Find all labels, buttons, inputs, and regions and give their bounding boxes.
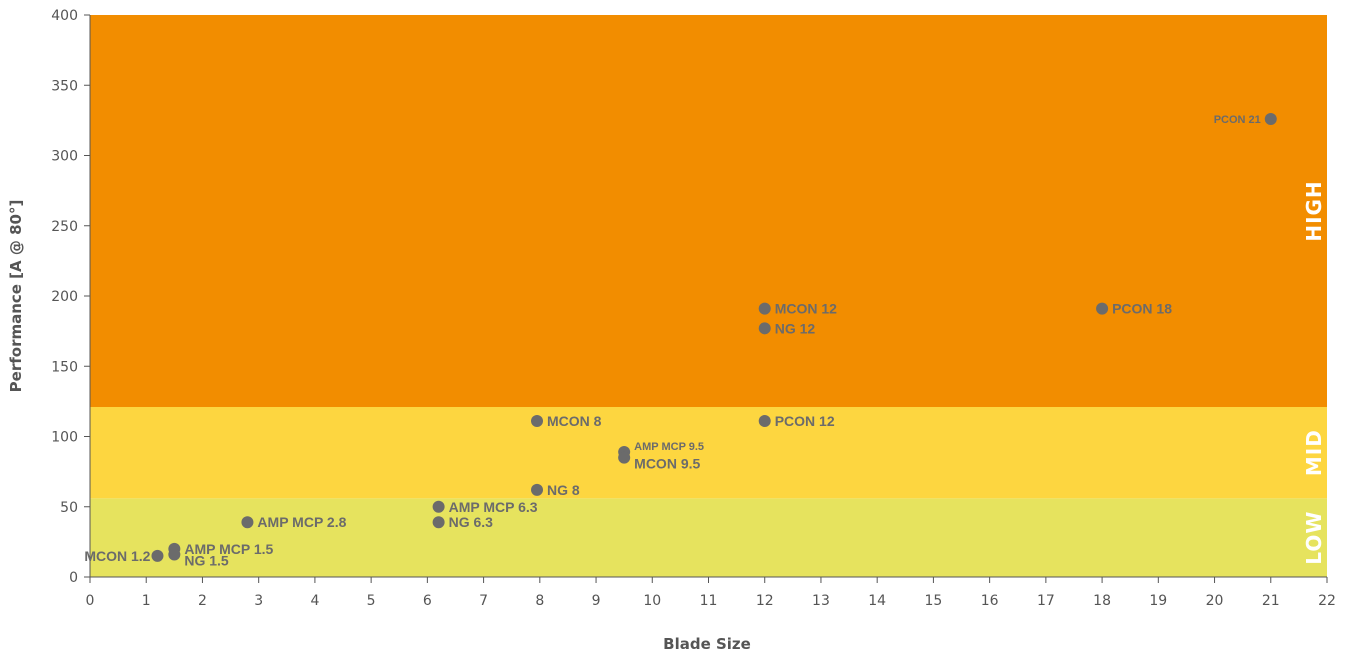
x-tick-label: 6 <box>423 593 432 609</box>
point-label-amp-mcp-6-3: AMP MCP 6.3 <box>449 499 538 515</box>
point-label-ng-1-5: NG 1.5 <box>184 553 229 569</box>
y-axis-title: Performance [A @ 80°] <box>7 200 25 393</box>
x-tick-label: 4 <box>310 593 319 609</box>
point-mcon-1-2 <box>151 549 164 562</box>
point-label-pcon-18: PCON 18 <box>1112 301 1172 317</box>
y-tick-label: 0 <box>69 570 78 586</box>
point-ng-6-3 <box>432 516 445 529</box>
point-label-pcon-12: PCON 12 <box>775 413 835 429</box>
x-tick-label: 10 <box>643 593 661 609</box>
x-tick-label: 11 <box>700 593 718 609</box>
point-amp-mcp-6-3 <box>432 500 445 513</box>
point-label-ng-6-3: NG 6.3 <box>449 514 494 530</box>
x-axis-title: Blade Size <box>663 635 751 653</box>
point-ng-12 <box>758 322 771 335</box>
band-label-low: LOW <box>1302 511 1326 565</box>
y-tick-label: 250 <box>51 219 78 235</box>
point-label-mcon-12: MCON 12 <box>775 301 837 317</box>
y-tick-label: 350 <box>51 78 78 94</box>
y-tick-label: 150 <box>51 359 78 375</box>
x-tick-label: 19 <box>1149 593 1167 609</box>
x-tick-label: 7 <box>479 593 488 609</box>
point-label-mcon-9-5: MCON 9.5 <box>634 456 700 472</box>
x-tick-label: 14 <box>868 593 886 609</box>
x-tick-label: 9 <box>592 593 601 609</box>
x-tick-label: 12 <box>756 593 774 609</box>
y-tick-label: 50 <box>60 500 78 516</box>
x-tick-label: 18 <box>1093 593 1111 609</box>
point-label-amp-mcp-2-8: AMP MCP 2.8 <box>257 514 346 530</box>
point-mcon-9-5 <box>618 451 631 464</box>
performance-bands: LOW MID HIGH <box>90 15 1327 577</box>
point-label-mcon-1-2: MCON 1.2 <box>84 548 150 564</box>
point-mcon-8 <box>531 415 544 428</box>
point-label-ng-8: NG 8 <box>547 482 580 498</box>
y-tick-label: 200 <box>51 289 78 305</box>
point-pcon-18 <box>1096 302 1109 315</box>
point-label-amp-mcp-9-5: AMP MCP 9.5 <box>634 441 704 453</box>
x-tick-label: 0 <box>86 593 95 609</box>
x-tick-label: 22 <box>1318 593 1336 609</box>
x-tick-label: 5 <box>367 593 376 609</box>
x-tick-label: 16 <box>981 593 999 609</box>
y-tick-label: 300 <box>51 149 78 165</box>
x-tick-label: 13 <box>812 593 830 609</box>
data-points: MCON 1.2 AMP MCP 1.5NG 1.5 AMP MCP 2.8 AMP … <box>84 112 1277 569</box>
band-low <box>90 498 1327 577</box>
x-tick-label: 21 <box>1262 593 1280 609</box>
x-tick-label: 20 <box>1206 593 1224 609</box>
band-mid <box>90 406 1327 499</box>
band-high <box>90 15 1327 407</box>
point-label-amp-mcp-1-5: AMP MCP 1.5 <box>184 541 273 557</box>
point-pcon-12 <box>758 415 771 428</box>
band-label-high: HIGH <box>1302 180 1326 241</box>
point-pcon-21 <box>1264 112 1277 125</box>
y-tick-label: 100 <box>51 430 78 446</box>
x-tick-label: 17 <box>1037 593 1055 609</box>
point-label-pcon-21: PCON 21 <box>1214 114 1261 126</box>
point-amp-mcp-2-8 <box>241 516 254 529</box>
x-tick-label: 8 <box>535 593 544 609</box>
x-tick-label: 1 <box>142 593 151 609</box>
point-label-ng-12: NG 12 <box>775 320 816 336</box>
point-mcon-12 <box>758 302 771 315</box>
point-ng-1-5 <box>168 548 181 561</box>
x-tick-label: 2 <box>198 593 207 609</box>
point-label-mcon-8: MCON 8 <box>547 413 602 429</box>
x-tick-label: 15 <box>924 593 942 609</box>
point-ng-8 <box>531 483 544 496</box>
y-tick-label: 400 <box>51 8 78 24</box>
band-label-mid: MID <box>1302 429 1326 476</box>
x-tick-label: 3 <box>254 593 263 609</box>
